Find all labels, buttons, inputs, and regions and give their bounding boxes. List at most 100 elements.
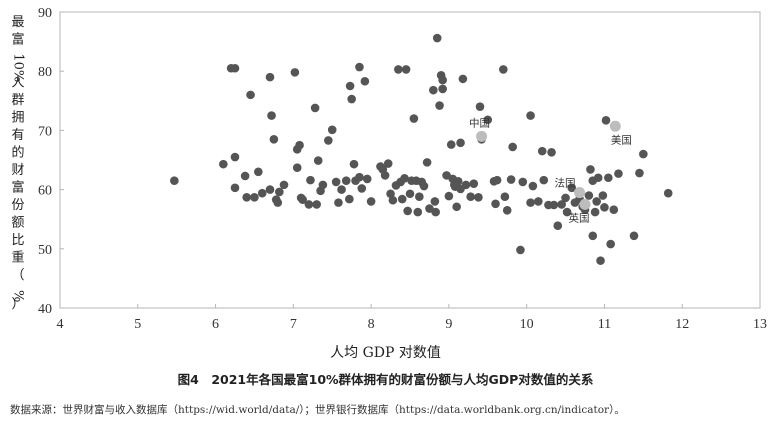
y-tick-label: 80 xyxy=(38,65,52,80)
country-label: 英国 xyxy=(569,211,590,224)
data-point xyxy=(614,169,623,178)
y-tick-label: 60 xyxy=(38,184,52,199)
data-point xyxy=(609,205,619,215)
data-point xyxy=(499,65,508,74)
data-point xyxy=(586,165,595,174)
axis-ticks: 4 5 6 7 8 9 10 11 12 13 40 50 60 70 80 90 xyxy=(38,6,767,332)
data-point xyxy=(331,177,341,187)
data-point xyxy=(549,200,559,210)
data-point xyxy=(600,203,609,212)
data-point xyxy=(269,134,279,144)
data-point xyxy=(635,168,644,178)
country-label: 法国 xyxy=(555,177,576,190)
data-point xyxy=(292,163,302,172)
data-point xyxy=(430,197,440,206)
data-point xyxy=(273,198,283,207)
data-point xyxy=(279,180,289,190)
data-point xyxy=(403,206,412,216)
svg-text:%: % xyxy=(11,290,26,302)
data-point xyxy=(394,65,403,74)
data-point xyxy=(432,33,442,43)
data-point xyxy=(442,171,451,180)
data-point xyxy=(388,195,398,205)
x-tick-label: 13 xyxy=(753,317,767,332)
data-point xyxy=(337,185,346,194)
data-point xyxy=(295,140,304,150)
data-point xyxy=(425,204,434,213)
data-point xyxy=(592,197,601,206)
x-tick-label: 5 xyxy=(134,317,141,332)
highlighted-point xyxy=(579,198,591,210)
data-source-note: 数据来源：世界财富与收入数据库（https://wid.world/data/）… xyxy=(10,404,625,416)
data-point xyxy=(596,256,605,265)
data-point xyxy=(380,171,390,180)
data-point xyxy=(310,103,320,113)
data-point xyxy=(598,191,608,200)
data-point xyxy=(240,171,250,181)
data-point xyxy=(304,200,314,209)
data-point xyxy=(318,180,328,190)
data-point xyxy=(362,174,372,184)
y-axis-title: 10%%最富人群拥有的财富份额比重（） xyxy=(11,15,26,312)
data-point xyxy=(584,191,594,200)
data-point xyxy=(242,192,251,202)
data-point xyxy=(254,167,263,177)
data-point xyxy=(349,159,359,169)
y-tick-label: 50 xyxy=(38,243,52,258)
data-point xyxy=(508,142,517,152)
data-point xyxy=(355,62,364,72)
data-point xyxy=(567,183,577,193)
x-tick-label: 8 xyxy=(368,317,375,332)
x-tick-label: 9 xyxy=(445,317,452,332)
svg-text:10%: 10% xyxy=(11,53,26,82)
data-point xyxy=(438,75,447,85)
country-label: 美国 xyxy=(611,133,632,146)
y-axis-title-text: 最富人群拥有的财富份额比重（） xyxy=(11,15,24,312)
data-point xyxy=(267,111,276,120)
x-tick-label: 12 xyxy=(675,317,689,332)
data-point xyxy=(456,138,465,148)
data-point xyxy=(257,188,267,198)
data-points xyxy=(170,33,673,265)
data-point xyxy=(366,197,376,206)
data-point xyxy=(334,198,343,207)
data-point xyxy=(357,184,367,193)
data-point xyxy=(588,231,598,241)
data-point xyxy=(312,200,321,209)
data-point xyxy=(534,197,543,206)
x-tick-label: 11 xyxy=(598,317,611,332)
data-point xyxy=(415,192,424,202)
data-point xyxy=(466,192,475,202)
data-point xyxy=(475,102,485,112)
data-point xyxy=(562,207,572,217)
data-point xyxy=(663,188,673,198)
data-point xyxy=(601,116,611,125)
data-point xyxy=(265,185,275,194)
data-point xyxy=(431,207,440,217)
highlighted-point xyxy=(574,187,586,199)
data-point xyxy=(265,72,275,82)
data-point xyxy=(306,175,315,185)
data-point xyxy=(461,180,471,190)
data-point xyxy=(537,146,547,156)
data-point xyxy=(250,192,259,202)
data-point xyxy=(230,183,240,193)
data-point xyxy=(458,74,468,84)
data-point xyxy=(405,189,415,199)
data-point xyxy=(526,111,535,120)
data-point xyxy=(491,199,500,209)
data-point xyxy=(413,207,423,217)
data-point xyxy=(230,152,240,162)
data-point xyxy=(553,221,563,231)
data-point xyxy=(547,148,556,157)
data-point xyxy=(397,194,407,204)
data-point xyxy=(500,192,510,202)
data-point xyxy=(230,63,240,73)
country-label: 中国 xyxy=(469,116,490,129)
data-point xyxy=(590,207,600,217)
data-point xyxy=(446,140,456,149)
y-tick-label: 70 xyxy=(38,124,52,139)
x-tick-label: 7 xyxy=(290,317,297,332)
data-point xyxy=(502,206,512,215)
